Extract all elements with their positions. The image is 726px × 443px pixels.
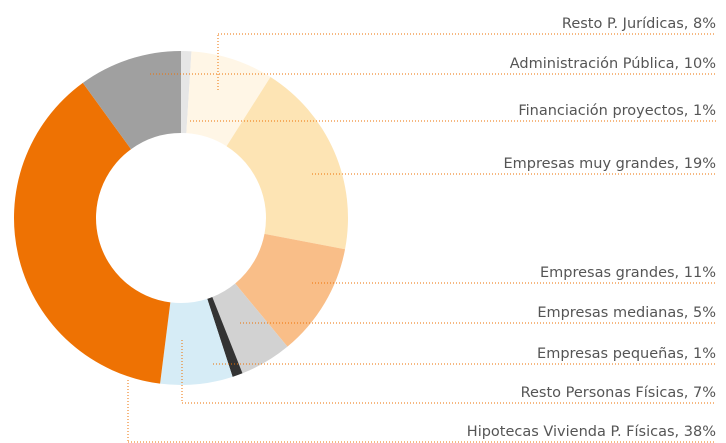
slice	[13, 82, 171, 384]
slice	[160, 298, 233, 386]
slice	[82, 51, 181, 150]
slice	[181, 51, 192, 134]
slice-label: Empresas pequeñas, 1%	[537, 346, 716, 362]
slice	[226, 76, 348, 250]
slice	[212, 283, 288, 374]
slice-label: Hipotecas Vivienda P. Físicas, 38%	[467, 424, 716, 440]
slice	[235, 233, 346, 347]
slice-label: Administración Pública, 10%	[510, 56, 716, 72]
slice-label: Empresas medianas, 5%	[537, 305, 716, 321]
slice-label: Resto P. Jurídicas, 8%	[562, 16, 716, 32]
slice-label: Empresas grandes, 11%	[540, 265, 716, 281]
slice-label: Empresas muy grandes, 19%	[503, 156, 716, 172]
slice-label: Financiación proyectos, 1%	[518, 103, 716, 119]
slice	[186, 51, 271, 147]
slice	[207, 297, 243, 377]
slice-label: Resto Personas Físicas, 7%	[521, 385, 716, 401]
